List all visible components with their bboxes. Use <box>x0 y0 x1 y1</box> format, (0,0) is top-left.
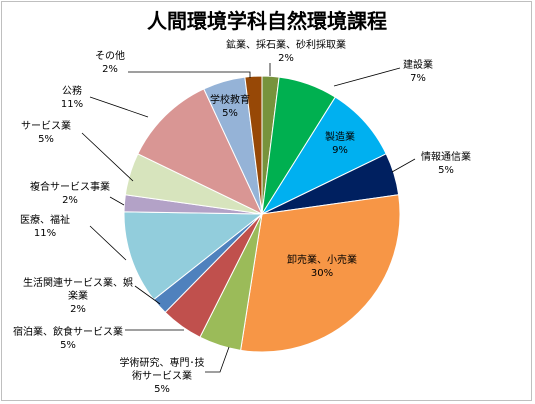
slice-label: 建設業 7% <box>403 58 433 84</box>
slice-label: サービス業 5% <box>21 119 71 145</box>
slice-label: 情報通信業 5% <box>421 150 471 176</box>
leader-line <box>89 225 127 261</box>
slice-label: 鉱業、採石業、砂利採取業 2% <box>226 38 346 64</box>
slice-label: 複合サービス事業 2% <box>30 180 110 206</box>
leader-line <box>333 67 401 87</box>
slice-label: 卸売業、小売業 30% <box>287 253 357 279</box>
pie-slice <box>240 194 401 353</box>
slice-label: 生活関連サービス業、娯楽業 2% <box>23 276 133 315</box>
pie-slice <box>137 88 264 216</box>
slice-label: 宿泊業、飲食サービス業 5% <box>13 325 123 351</box>
pie-slice <box>244 75 263 215</box>
leader-lines <box>81 63 416 373</box>
leader-line <box>89 96 149 118</box>
slice-label: 製造業 9% <box>325 130 355 156</box>
slice-label: 学術研究、専門･技術サービス業 5% <box>120 356 205 395</box>
leader-line <box>109 196 125 206</box>
slice-label: その他 2% <box>95 49 125 75</box>
pie-slice <box>123 211 264 301</box>
slice-label: 医療、福祉 11% <box>20 213 70 239</box>
leader-line <box>81 132 134 182</box>
leader-line <box>134 285 161 305</box>
slice-labels: 鉱業、採石業、砂利採取業 2% 建設業 7% 製造業 9% 情報通信業 5% 卸売業、小売業 30… <box>13 38 471 395</box>
leader-line <box>205 346 230 373</box>
pie-slices <box>123 75 401 353</box>
chart-title: 人間環境学科自然環境課程 <box>147 9 387 33</box>
leader-line <box>128 71 251 78</box>
slice-label: 公務 11% <box>61 84 83 110</box>
leader-line <box>391 158 416 173</box>
slice-label: 学校教育 5% <box>210 93 250 119</box>
